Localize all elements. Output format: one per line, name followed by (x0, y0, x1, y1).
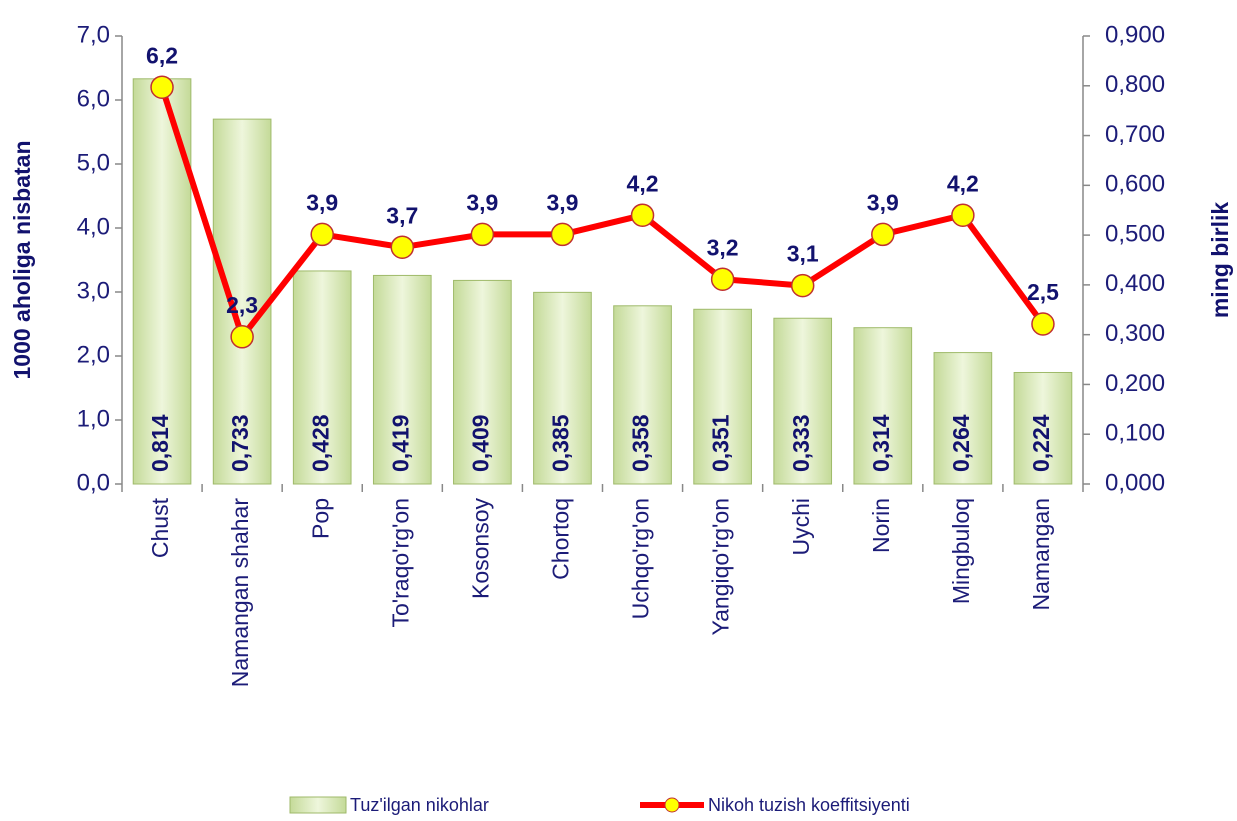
legend-swatch (289, 796, 347, 814)
y2-tick-label: 0,900 (1105, 21, 1165, 48)
bar-value-label: 0,314 (868, 414, 894, 472)
line-marker (310, 222, 334, 247)
line-value-label: 3,9 (546, 189, 578, 215)
x-tick-label: Kosonsoy (467, 498, 493, 600)
x-tick-label: Namangan (1028, 498, 1054, 611)
x-tick-label: Pop (307, 498, 333, 539)
y2-tick-label: 0,200 (1105, 370, 1165, 397)
y-tick-label: 1,0 (77, 405, 110, 432)
y-tick-label: 2,0 (77, 341, 110, 368)
bar-value-label: 0,358 (628, 414, 654, 472)
line-marker (470, 222, 495, 247)
bar (292, 270, 352, 485)
y-tick-label: 0,0 (77, 469, 110, 496)
line-value-label: 3,1 (787, 241, 819, 267)
bar-value-label: 0,351 (708, 414, 734, 472)
line-value-label: 2,3 (226, 292, 258, 318)
line-value-label: 3,9 (306, 189, 338, 215)
line-marker (871, 222, 895, 247)
y-tick-label: 6,0 (77, 85, 110, 112)
x-tick-label: Namangan shahar (227, 498, 253, 688)
bar (533, 291, 592, 485)
line-value-label: 4,2 (947, 170, 979, 196)
x-tick-label: Uychi (788, 498, 814, 556)
bar (212, 118, 272, 485)
line-marker (790, 273, 815, 298)
x-tick-label: Uchqo'rg'on (628, 498, 654, 619)
y2-tick-label: 0,800 (1105, 71, 1165, 98)
bar (372, 274, 432, 485)
y-tick-label: 3,0 (77, 277, 110, 304)
line-marker (390, 235, 415, 259)
x-tick-label: Yangiqo'rg'on (708, 498, 734, 636)
y2-tick-label: 0,700 (1105, 121, 1165, 148)
line-value-label: 2,5 (1027, 279, 1059, 305)
x-tick-label: Chortoq (548, 498, 574, 580)
line-value-label: 3,7 (386, 202, 418, 228)
bar (933, 352, 993, 485)
y2-axis-title: ming birlik (1207, 202, 1233, 319)
bar (693, 308, 752, 485)
y-tick-label: 4,0 (77, 213, 110, 240)
line-marker (150, 75, 174, 99)
x-tick-label: Mingbuloq (948, 498, 974, 604)
bar (773, 317, 833, 485)
bar-value-label: 0,385 (548, 414, 574, 472)
bar (853, 327, 913, 485)
line-marker (230, 325, 254, 349)
line (159, 86, 1046, 340)
y-tick-label: 7,0 (77, 21, 110, 48)
legend-marker (664, 797, 680, 813)
y2-tick-label: 0,500 (1105, 220, 1165, 247)
legend-label: Tuz'ilgan nikohlar (350, 795, 489, 815)
line-marker (550, 222, 575, 247)
bar (613, 305, 672, 485)
y2-tick-label: 0,300 (1105, 320, 1165, 347)
y2-tick-label: 0,600 (1105, 171, 1165, 198)
bar-value-label: 0,409 (467, 414, 493, 472)
line-value-label: 3,2 (707, 234, 739, 260)
y-tick-label: 5,0 (77, 149, 110, 176)
line-marker (710, 267, 735, 291)
y2-tick-label: 0,400 (1105, 270, 1165, 297)
legend-label: Nikoh tuzish koeffitsiyenti (708, 795, 910, 815)
bar (453, 279, 512, 485)
bar (1013, 371, 1073, 485)
line-marker (1031, 312, 1055, 336)
bar-value-label: 0,264 (948, 414, 974, 472)
line-value-label: 4,2 (627, 170, 659, 196)
line-marker (630, 203, 655, 227)
line-value-label: 3,9 (466, 189, 498, 215)
bar-value-label: 0,733 (227, 414, 253, 472)
bar-value-label: 0,224 (1028, 414, 1054, 472)
x-tick-label: Chust (147, 497, 173, 558)
x-tick-label: To'raqo'rg'on (387, 498, 413, 628)
y-axis-title: 1000 aholiga nisbatan (9, 140, 35, 379)
x-tick-label: Norin (868, 498, 894, 553)
y2-tick-label: 0,000 (1105, 469, 1165, 496)
bar-value-label: 0,333 (788, 414, 814, 472)
bar-value-label: 0,814 (147, 414, 173, 472)
line-value-label: 6,2 (146, 42, 178, 68)
y2-tick-label: 0,100 (1105, 420, 1165, 447)
bar-value-label: 0,428 (307, 414, 333, 472)
bar-value-label: 0,419 (387, 414, 413, 472)
line-value-label: 3,9 (867, 189, 899, 215)
line-marker (951, 203, 975, 227)
